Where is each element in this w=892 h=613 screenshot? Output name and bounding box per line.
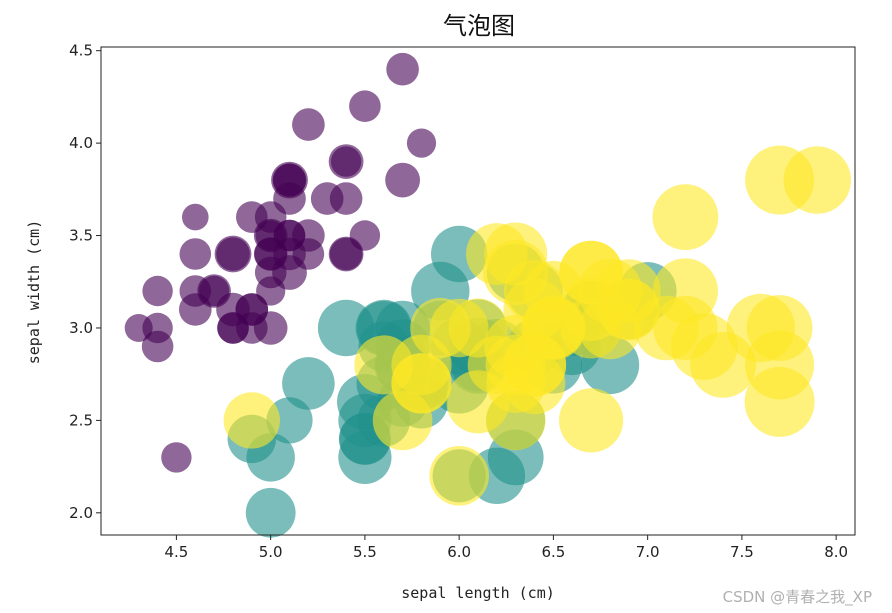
bubble-s2-p9	[652, 184, 719, 251]
bubble-s2-p49	[410, 297, 471, 359]
watermark: CSDN @青春之我_XP	[723, 588, 872, 607]
x-tick-label: 6.0	[447, 543, 471, 561]
bubble-s2-p33	[485, 334, 546, 395]
y-tick-label: 2.5	[69, 411, 93, 429]
bubble-s1-p34	[317, 299, 375, 357]
y-tick-label: 3.0	[69, 319, 93, 337]
bubble-s0-p42	[142, 275, 173, 307]
y-tick-label: 4.0	[69, 134, 93, 152]
bubble-s0-p47	[179, 275, 212, 307]
plot-frame	[100, 46, 856, 536]
x-tick-label: 4.5	[164, 543, 188, 561]
bubble-s0-p18	[385, 162, 420, 198]
x-axis-label: sepal length (cm)	[401, 584, 555, 602]
bubble-s0-p33	[349, 90, 381, 122]
bubble-s2-p44	[559, 240, 623, 305]
x-axis-ticks: 4.5 5.0 5.5 6.0 6.5 7.0 7.5 8.0	[164, 535, 848, 561]
bubble-s0-p24	[214, 235, 252, 273]
bubble-s2-p8	[559, 388, 624, 453]
y-tick-label: 3.5	[69, 227, 93, 245]
bubble-s2-p46	[485, 390, 546, 451]
bubble-s0-p38	[142, 312, 173, 344]
bubble-s0-p49	[254, 256, 287, 289]
bubble-s2-p48	[466, 223, 528, 285]
bubble-s0-p16	[330, 146, 362, 177]
bubble-s2-p31	[783, 146, 851, 214]
y-axis-label: sepal width (cm)	[25, 220, 43, 365]
bubble-s0-p43	[253, 218, 288, 253]
bubble-s0-p46	[272, 163, 307, 197]
bubble-s1-p48	[266, 397, 313, 444]
bubble-s2-p30	[690, 332, 756, 398]
bubble-layer	[124, 52, 851, 538]
x-tick-label: 8.0	[824, 543, 848, 561]
x-tick-label: 7.5	[730, 543, 754, 561]
x-tick-label: 7.0	[636, 543, 660, 561]
bubble-s0-p15	[386, 52, 419, 86]
bubble-s2-p47	[523, 297, 584, 359]
bubble-s0-p22	[182, 203, 209, 231]
y-tick-label: 4.5	[69, 42, 93, 60]
bubble-s0-p6	[179, 238, 212, 270]
bubble-s0-p32	[292, 108, 325, 141]
bubble-s0-p14	[406, 128, 437, 158]
bubble-s0-p36	[349, 220, 381, 251]
x-tick-label: 5.0	[259, 543, 283, 561]
bubble-s1-p9	[282, 357, 335, 410]
bubble-s0-p45	[217, 312, 249, 344]
x-tick-label: 6.5	[541, 543, 565, 561]
bubble-s2-p35	[746, 295, 813, 361]
bubble-s2-p19	[429, 446, 490, 506]
bubble-s2-p42	[391, 353, 452, 414]
y-tick-label: 2.0	[69, 504, 93, 522]
bubble-s1-p10	[245, 487, 296, 538]
chart-title: 气泡图	[443, 12, 515, 40]
bubble-s0-p41	[161, 442, 192, 473]
bubble-s0-p48	[310, 182, 344, 215]
x-tick-label: 5.5	[353, 543, 377, 561]
bubble-s2-p6	[223, 392, 280, 449]
y-axis-ticks: 2.0 2.5 3.0 3.5 4.0 4.5	[69, 42, 101, 522]
